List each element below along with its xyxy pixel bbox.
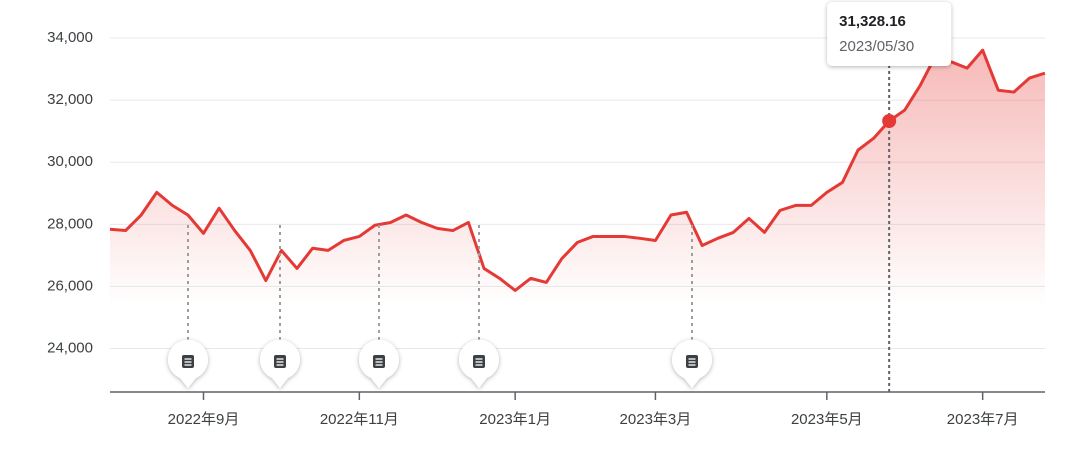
tooltip: 31,328.16 2023/05/30 bbox=[827, 2, 952, 392]
x-tick-label: 2023年5月 bbox=[791, 411, 863, 428]
y-tick-label: 28,000 bbox=[47, 215, 93, 232]
tooltip-date: 2023/05/30 bbox=[839, 38, 914, 55]
x-tick-label: 2023年3月 bbox=[620, 411, 692, 428]
y-tick-label: 30,000 bbox=[47, 153, 93, 170]
y-tick-label: 32,000 bbox=[47, 91, 93, 108]
x-tick-label: 2023年1月 bbox=[479, 411, 551, 428]
x-tick-label: 2023年7月 bbox=[947, 411, 1019, 428]
plot bbox=[109, 48, 1046, 392]
tooltip-value: 31,328.16 bbox=[839, 13, 906, 30]
x-tick-label: 2022年11月 bbox=[320, 411, 399, 428]
tooltip-box bbox=[827, 2, 952, 66]
hover-point bbox=[882, 114, 897, 129]
y-tick-label: 24,000 bbox=[47, 340, 93, 357]
area bbox=[110, 50, 1045, 392]
y-tick-label: 26,000 bbox=[47, 277, 93, 294]
x-tick-label: 2022年9月 bbox=[168, 411, 240, 428]
y-tick-label: 34,000 bbox=[47, 29, 93, 46]
news-markers[interactable] bbox=[168, 225, 712, 388]
